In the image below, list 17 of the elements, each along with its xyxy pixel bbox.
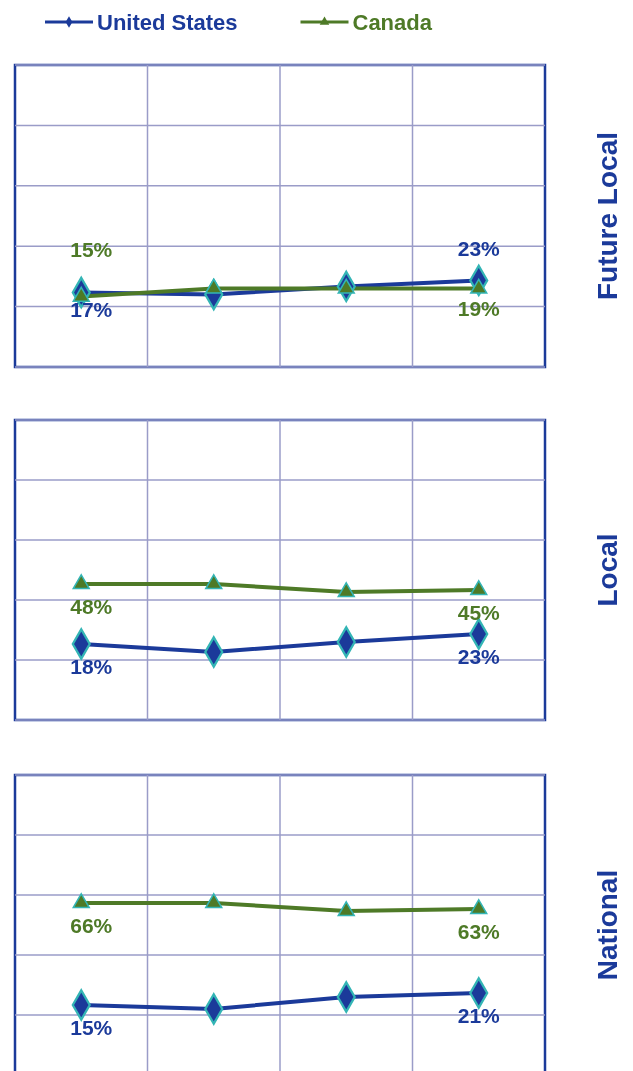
y-axis-title: Local (592, 533, 623, 607)
data-label: 15% (70, 237, 113, 261)
data-label: 19% (457, 297, 501, 321)
data-label: 63% (457, 920, 501, 943)
legend-label: United States (97, 9, 238, 35)
data-label: 23% (457, 645, 501, 668)
data-label: 21% (457, 1004, 501, 1027)
legend-label: Canada (352, 9, 433, 35)
data-label: 17% (70, 297, 113, 321)
data-label: 48% (70, 595, 113, 618)
data-label: 45% (457, 601, 501, 624)
data-label: 23% (457, 237, 501, 261)
data-label: 66% (70, 914, 113, 937)
y-axis-title: Future Local (592, 131, 623, 301)
data-label: 18% (70, 655, 113, 678)
y-axis-title: National (592, 869, 623, 981)
data-label: 15% (70, 1016, 113, 1039)
